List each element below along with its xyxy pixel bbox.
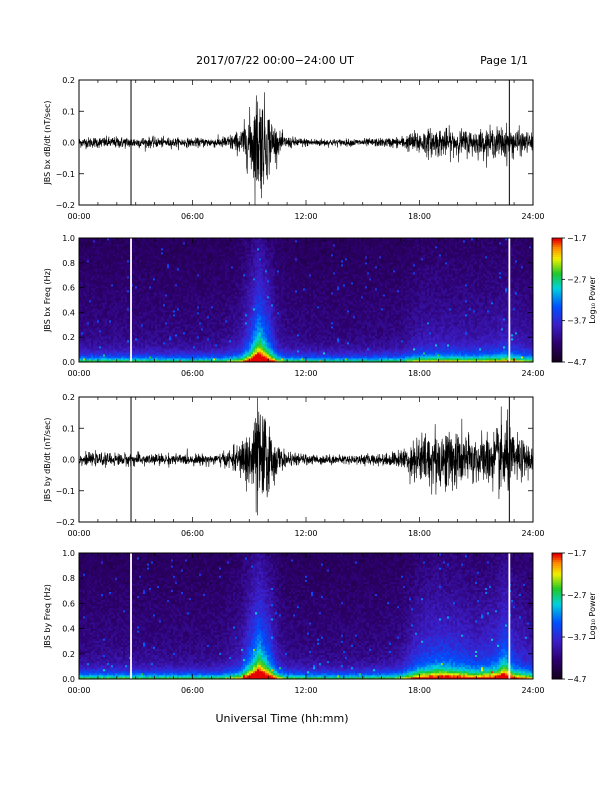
spectrogram-panel: 0.00.20.40.60.81.0 −1.7−2.7−3.7−4.7Log₁₀ … [43,234,597,378]
y-tick-label: −0.2 [56,201,75,210]
y-tick-label: −0.1 [56,170,75,179]
waveform-panel: −0.2 −0.1 0.0 0.1 0.2 00:00 06:00 12:00 18:00 24:… [43,76,545,221]
y-tick-label: 0.0 [62,139,75,148]
chart-panels: −0.2 −0.1 0.0 0.1 0.2 00:00 06:00 12:00 18:00 24:… [43,76,597,695]
x-tick-label: 00:00 [67,212,90,221]
x-tick-label: 24:00 [521,212,544,221]
x-tick-label: 06:00 [181,212,204,221]
y-tick-label: 0.1 [62,107,75,116]
y-axis-label: JBS bx dB/dt (nT/sec) [43,100,52,185]
x-tick-label: 12:00 [294,212,317,221]
x-tick-label: 18:00 [408,212,431,221]
spectrogram-cells [79,238,533,362]
date-range-title: 2017/07/22 00:00−24:00 UT [196,54,354,67]
waveform-trace [79,92,533,207]
page-number: Page 1/1 [480,54,528,67]
y-tick-label: 0.2 [62,76,75,85]
